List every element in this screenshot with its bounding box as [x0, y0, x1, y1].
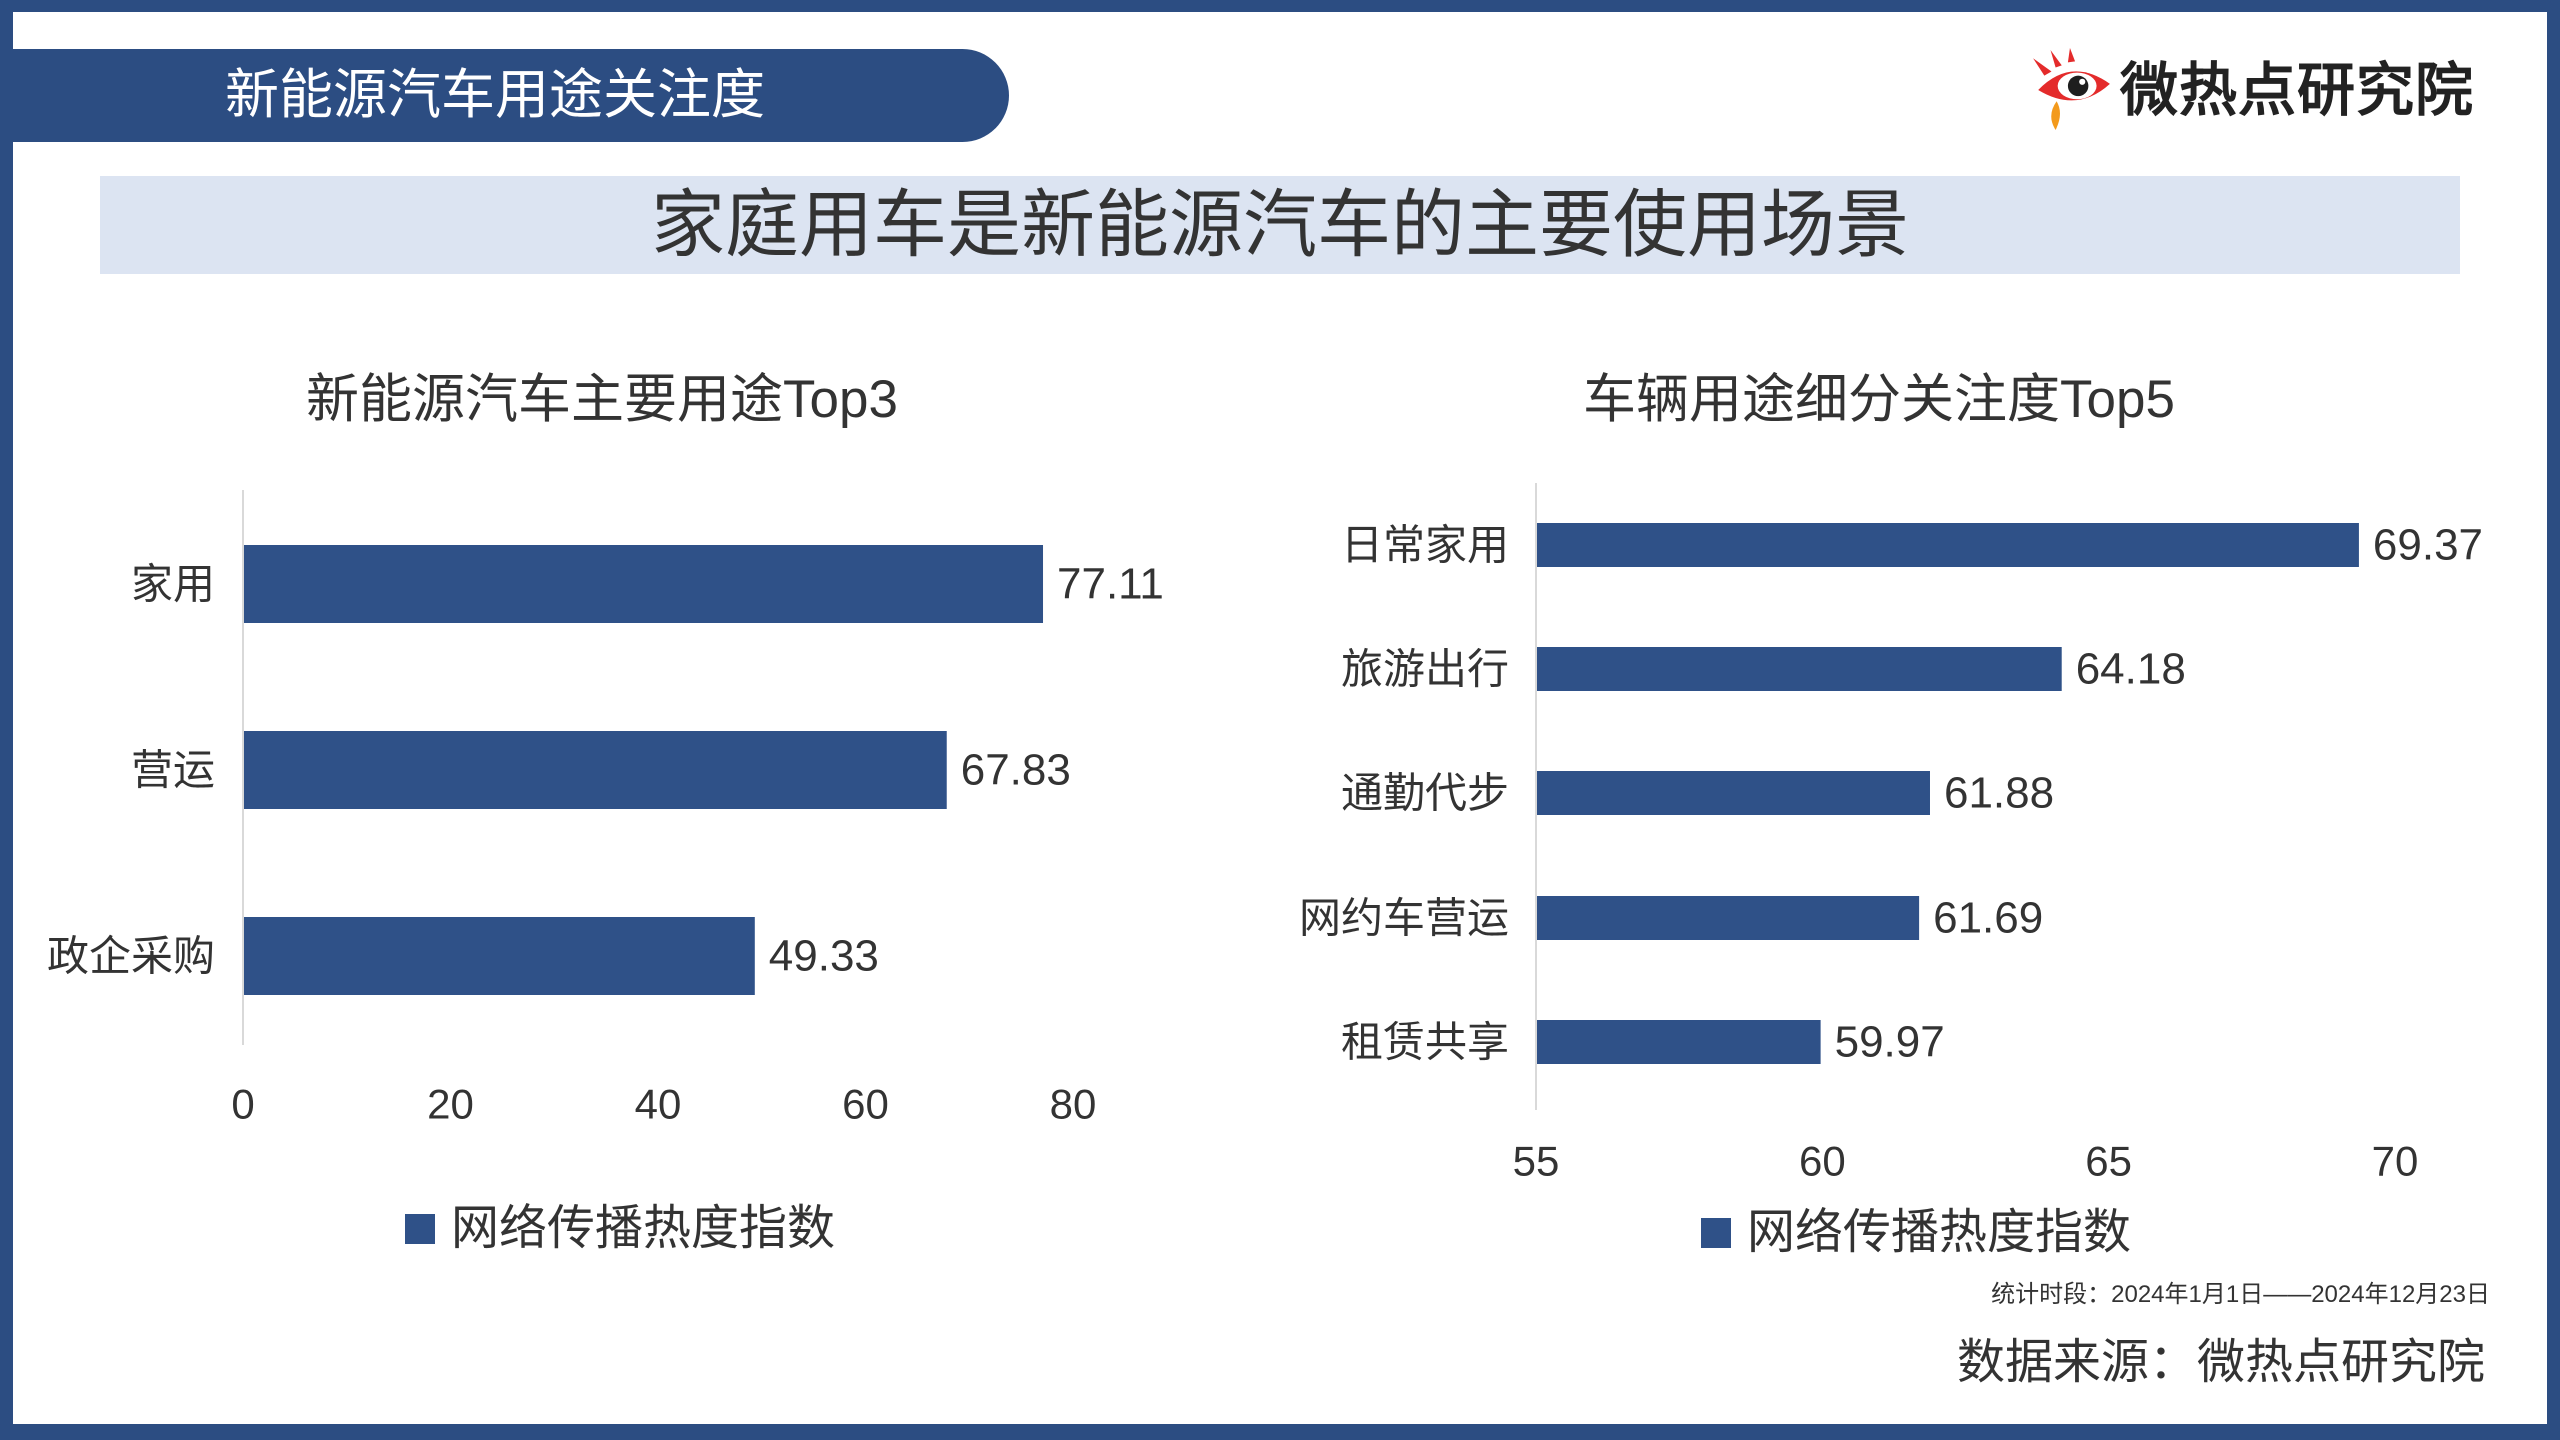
bar-2: [1537, 647, 2062, 691]
category-label-5: 租赁共享: [1341, 1019, 1509, 1066]
right-bar-chart: 日常家用 69.37 旅游出行 64.18 通勤代步 61.88 网约车营运 61.69 租赁共…: [1299, 483, 2483, 1185]
value-label-4: 61.69: [1933, 894, 2043, 943]
value-label-1: 69.37: [2373, 521, 2483, 570]
x-tick-label-4: 60: [842, 1081, 889, 1128]
bar-2: [244, 731, 947, 809]
section-tab: 新能源汽车用途关注度: [0, 49, 1009, 142]
category-label-2: 营运: [131, 747, 215, 794]
legend-label: 网络传播热度指数: [1747, 1206, 2132, 1259]
logo-text: 微热点研究院: [2120, 58, 2475, 123]
left-bar-chart: 家用 77.11 营运 67.83 政企采购 49.33 0 20 40 60 80: [47, 490, 1164, 1128]
left-chart-legend: 网络传播热度指数: [405, 1204, 835, 1254]
x-tick-label-4: 70: [2372, 1138, 2419, 1185]
bar-row-1: 日常家用 69.37: [1341, 521, 2483, 570]
value-label-2: 67.83: [961, 746, 1071, 795]
statistics-period: 统计时段：2024年1月1日——2024年12月23日: [1991, 1281, 2490, 1308]
bar-row-2: 旅游出行 64.18: [1341, 645, 2186, 694]
bar-row-3: 通勤代步 61.88: [1341, 769, 2054, 818]
bar-5: [1537, 1020, 1821, 1064]
bar-row-2: 营运 67.83: [131, 731, 1071, 809]
value-label-1: 77.11: [1057, 560, 1164, 609]
eye-logo-icon: [2033, 48, 2110, 130]
category-label-2: 旅游出行: [1341, 646, 1509, 693]
bar-3: [244, 917, 755, 995]
headline-banner: 家庭用车是新能源汽车的主要使用场景: [100, 176, 2460, 274]
x-tick-label-2: 60: [1799, 1138, 1846, 1185]
x-tick-label-3: 40: [635, 1081, 682, 1128]
x-tick-label-1: 0: [231, 1081, 254, 1128]
category-label-4: 网约车营运: [1299, 895, 1509, 942]
value-label-2: 64.18: [2076, 645, 2186, 694]
legend-swatch: [405, 1214, 435, 1244]
section-tab-title: 新能源汽车用途关注度: [225, 65, 765, 125]
brand-logo: 微热点研究院: [2030, 46, 2500, 134]
value-label-3: 49.33: [769, 932, 879, 981]
x-tick-label-3: 65: [2085, 1138, 2132, 1185]
value-label-3: 61.88: [1944, 769, 2054, 818]
legend-swatch: [1701, 1218, 1731, 1248]
right-chart-legend: 网络传播热度指数: [1701, 1208, 2131, 1258]
category-label-1: 日常家用: [1341, 522, 1509, 569]
category-label-3: 通勤代步: [1341, 770, 1509, 817]
right-chart-title: 车辆用途细分关注度Top5: [1583, 370, 2175, 429]
bar-4: [1537, 896, 1920, 940]
bar-row-1: 家用 77.11: [131, 545, 1164, 623]
x-tick-label-5: 80: [1050, 1081, 1097, 1128]
x-tick-label-1: 55: [1513, 1138, 1560, 1185]
bar-1: [244, 545, 1044, 623]
data-source: 数据来源：微热点研究院: [1956, 1336, 2485, 1389]
legend-label: 网络传播热度指数: [451, 1202, 836, 1255]
headline-text: 家庭用车是新能源汽车的主要使用场景: [651, 183, 1909, 266]
left-chart-title: 新能源汽车主要用途Top3: [306, 370, 898, 429]
value-label-5: 59.97: [1835, 1018, 1945, 1067]
bar-row-4: 网约车营运 61.69: [1299, 894, 2043, 943]
category-label-3: 政企采购: [47, 933, 215, 980]
category-label-1: 家用: [131, 561, 215, 608]
bar-3: [1537, 771, 1930, 815]
bar-1: [1537, 523, 2359, 567]
bar-row-5: 租赁共享 59.97: [1341, 1018, 1945, 1067]
x-tick-label-2: 20: [427, 1081, 474, 1128]
bar-row-3: 政企采购 49.33: [47, 917, 879, 995]
